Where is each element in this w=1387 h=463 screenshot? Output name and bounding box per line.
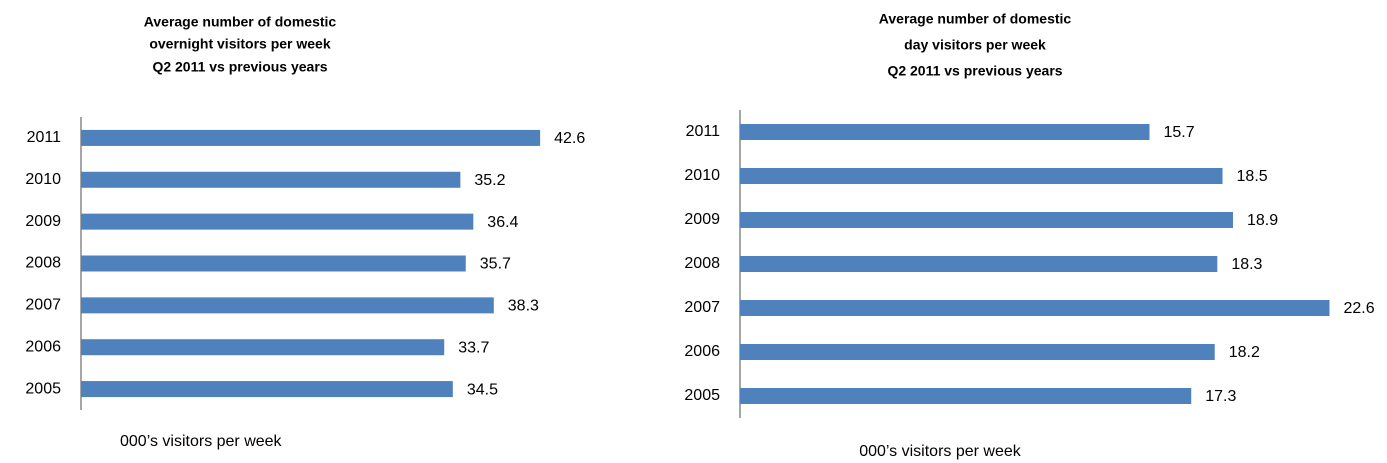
y-tick-label: 2011	[27, 129, 62, 146]
bar	[81, 381, 453, 398]
y-tick-label: 2005	[25, 380, 61, 397]
data-label: 35.7	[480, 256, 511, 273]
data-label: 18.5	[1237, 168, 1268, 185]
bar	[81, 129, 541, 146]
y-tick-label: 2009	[25, 213, 61, 230]
data-label: 18.9	[1247, 212, 1278, 229]
bar	[740, 300, 1330, 316]
x-axis-label: 000’s visitors per week	[859, 443, 1022, 460]
data-label: 38.3	[508, 298, 539, 315]
bar	[81, 171, 461, 188]
y-tick-label: 2010	[25, 171, 61, 188]
x-axis-label: 000’s visitors per week	[120, 433, 283, 450]
chart-title: overnight visitors per week	[149, 36, 330, 52]
y-tick-label: 2006	[684, 343, 720, 360]
bar	[740, 388, 1192, 404]
data-label: 22.6	[1343, 300, 1374, 317]
y-tick-label: 2009	[684, 211, 720, 228]
data-label: 33.7	[458, 339, 489, 356]
chart-title: day visitors per week	[904, 37, 1046, 53]
bar	[81, 213, 474, 230]
bar	[740, 168, 1223, 184]
data-label: 42.6	[554, 130, 585, 147]
y-tick-label: 2007	[25, 297, 61, 314]
y-tick-label: 2008	[684, 255, 720, 272]
y-tick-label: 2011	[686, 123, 721, 140]
y-tick-label: 2010	[684, 167, 720, 184]
bar	[81, 339, 445, 356]
y-tick-label: 2008	[25, 255, 61, 272]
data-label: 35.2	[474, 172, 505, 189]
data-label: 34.5	[467, 381, 498, 398]
y-tick-label: 2006	[25, 338, 61, 355]
data-label: 18.2	[1229, 344, 1260, 361]
chart-title: Average number of domestic	[144, 14, 337, 30]
bar	[81, 297, 494, 314]
y-tick-label: 2007	[684, 299, 720, 316]
data-label: 15.7	[1164, 124, 1195, 141]
chart-title: Average number of domestic	[879, 11, 1072, 27]
data-label: 18.3	[1231, 256, 1262, 273]
bar	[740, 256, 1218, 272]
bar	[740, 344, 1215, 360]
bar	[740, 212, 1233, 228]
bar	[81, 255, 466, 272]
chart-title: Q2 2011 vs previous years	[152, 59, 327, 75]
bar	[740, 124, 1150, 140]
chart-title: Q2 2011 vs previous years	[887, 63, 1062, 79]
data-label: 17.3	[1205, 388, 1236, 405]
y-tick-label: 2005	[684, 387, 720, 404]
data-label: 36.4	[487, 214, 518, 231]
